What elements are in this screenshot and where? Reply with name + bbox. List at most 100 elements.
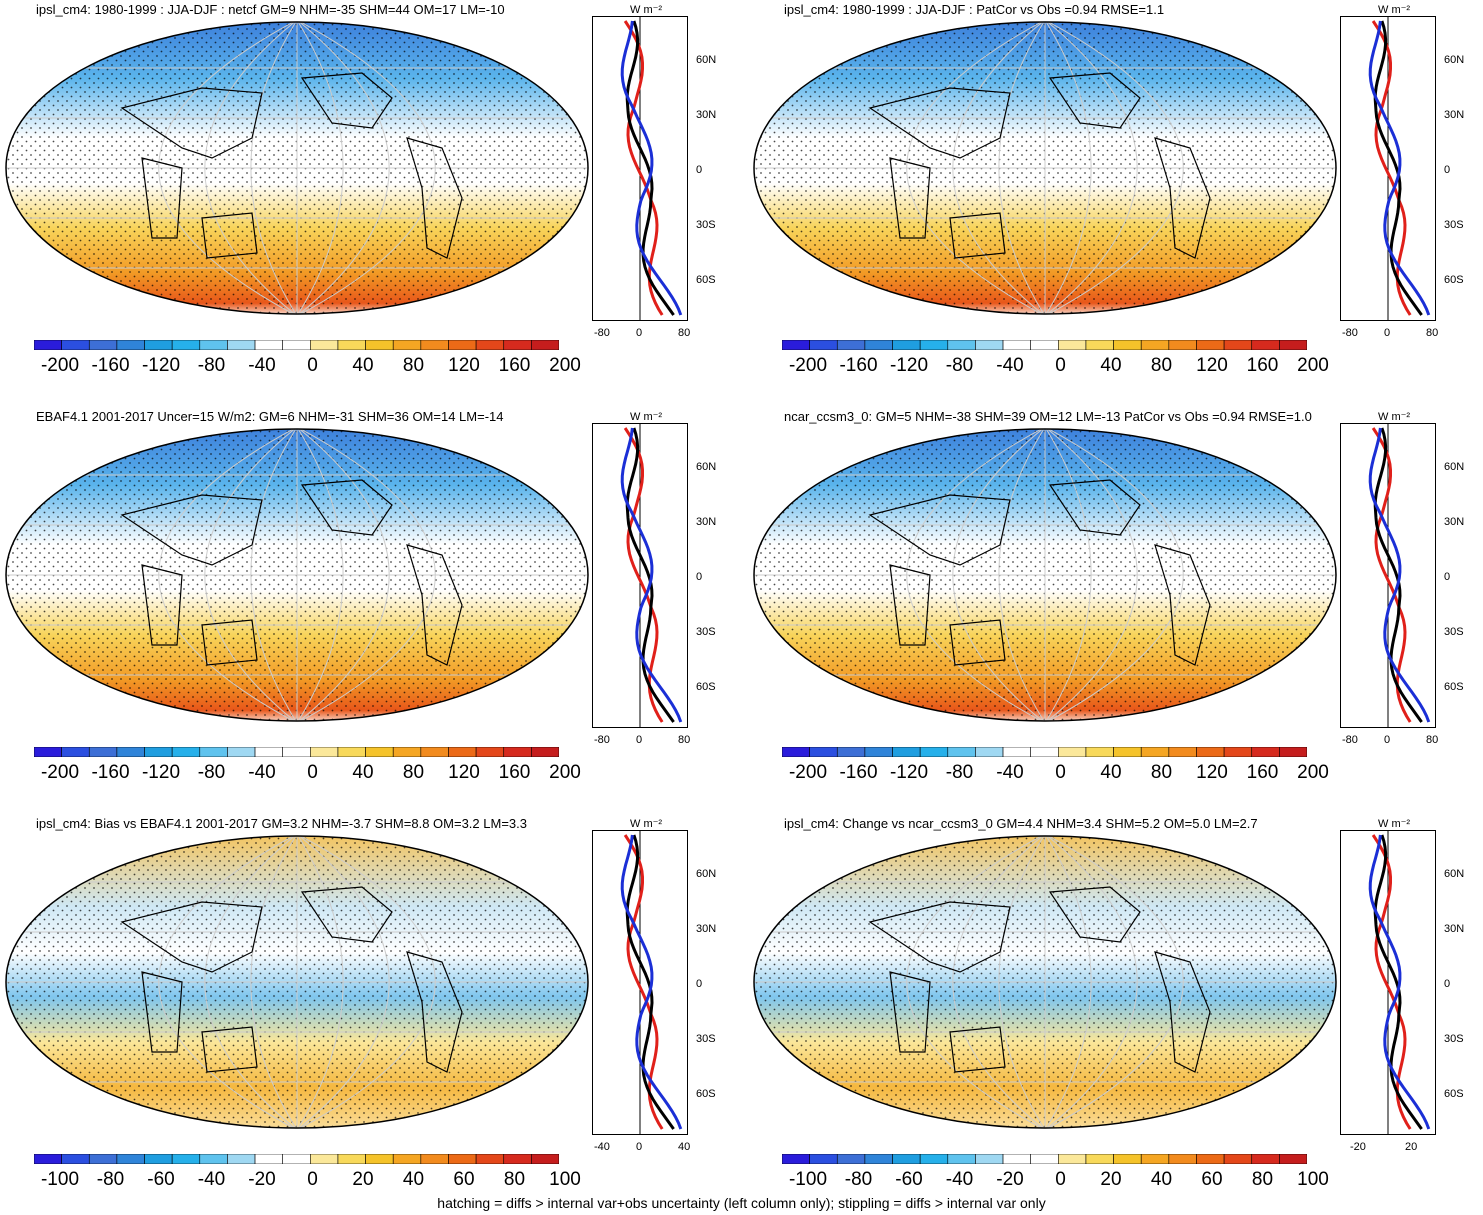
colorbar-label: 0 <box>1055 355 1066 376</box>
panel-title: ipsl_cm4: Change vs ncar_ccsm3_0 GM=4.4 … <box>784 816 1258 831</box>
colorbar-label: 160 <box>1246 355 1279 376</box>
map-panel: ncar_ccsm3_0: GM=5 NHM=-38 SHM=39 OM=12 … <box>748 407 1483 807</box>
colorbar-label: -120 <box>141 762 181 783</box>
profile-lat-label: 60S <box>696 681 716 693</box>
colorbar-label: 40 <box>1100 355 1122 376</box>
profile-lat-label: 30N <box>696 923 717 935</box>
profile-unit: W m⁻² <box>630 4 663 16</box>
colorbar <box>782 1154 1307 1164</box>
profile-lat-label: 0 <box>1444 571 1451 583</box>
colorbar <box>34 1154 559 1164</box>
profile-unit: W m⁻² <box>1378 818 1411 830</box>
colorbar-label: 20 <box>352 1169 374 1190</box>
profile-unit: W m⁻² <box>630 818 663 830</box>
profile-lat-label: 60N <box>696 868 717 880</box>
profile-x-label: 80 <box>678 327 691 339</box>
profile-lat-label: 0 <box>1444 978 1451 990</box>
colorbar-label: -80 <box>945 355 974 376</box>
colorbar-label: -60 <box>895 1169 923 1190</box>
colorbar-label: 0 <box>1055 762 1066 783</box>
profile-lat-label: 30N <box>1444 516 1465 528</box>
colorbar-label: 20 <box>1100 1169 1122 1190</box>
colorbar-label: -200 <box>788 355 828 376</box>
profile-lat-label: 30S <box>1444 626 1464 638</box>
colorbar-label: -20 <box>996 1169 1024 1190</box>
profile-x-label: 0 <box>1384 734 1391 746</box>
colorbar-label: -40 <box>996 355 1024 376</box>
colorbar-label: 80 <box>402 762 425 783</box>
colorbar-label: 0 <box>307 762 318 783</box>
colorbar-label: 40 <box>402 1169 425 1190</box>
profile-lat-label: 60N <box>696 461 717 473</box>
colorbar-label: -160 <box>839 355 878 376</box>
profile-x-label: 80 <box>1426 734 1439 746</box>
colorbar-label: 120 <box>448 355 480 376</box>
profile-lat-label: 0 <box>1444 164 1451 176</box>
colorbar-label: 60 <box>1201 1169 1223 1190</box>
profile-x-label: -80 <box>594 327 610 339</box>
colorbar-label: 80 <box>402 355 425 376</box>
colorbar-label: 40 <box>1100 762 1122 783</box>
zonal-mean-profile <box>1340 830 1436 1135</box>
profile-lat-label: 30N <box>1444 109 1465 121</box>
colorbar-label: 200 <box>1297 762 1329 783</box>
panel-title: ipsl_cm4: 1980-1999 : JJA-DJF : PatCor v… <box>784 2 1165 17</box>
profile-x-label: 40 <box>678 1141 691 1153</box>
profile-lat-label: 60S <box>1444 681 1464 693</box>
panel-title: ipsl_cm4: 1980-1999 : JJA-DJF : netcf GM… <box>36 2 505 17</box>
colorbar-label: -40 <box>197 1169 226 1190</box>
profile-unit: W m⁻² <box>1378 4 1411 16</box>
profile-lat-label: 60S <box>696 274 716 286</box>
robinson-map <box>5 21 589 315</box>
colorbar-label: 60 <box>453 1169 475 1190</box>
colorbar-label: 100 <box>1297 1169 1329 1190</box>
colorbar-label: -80 <box>197 762 226 783</box>
colorbar-label: -120 <box>889 355 929 376</box>
zonal-mean-profile <box>592 16 688 321</box>
colorbar-label: 80 <box>1150 355 1173 376</box>
profile-x-label: 0 <box>636 327 643 339</box>
colorbar-label: -100 <box>788 1169 828 1190</box>
colorbar-label: 40 <box>352 355 374 376</box>
colorbar-label: 120 <box>448 762 480 783</box>
colorbar-label: -120 <box>889 762 929 783</box>
robinson-map <box>5 835 589 1129</box>
robinson-map <box>753 21 1337 315</box>
zonal-mean-profile <box>1340 423 1436 728</box>
profile-lat-label: 30S <box>1444 1033 1464 1045</box>
profile-x-label: -80 <box>1342 734 1358 746</box>
colorbar-label: -160 <box>91 762 130 783</box>
colorbar-label: 100 <box>549 1169 581 1190</box>
profile-x-label: 20 <box>1405 1141 1418 1153</box>
profile-lat-label: 30S <box>696 626 716 638</box>
figure-footnote: hatching = diffs > internal var+obs unce… <box>437 1195 1046 1211</box>
colorbar <box>782 747 1307 757</box>
zonal-mean-profile <box>1340 16 1436 321</box>
colorbar-label: 200 <box>549 762 581 783</box>
colorbar-label: 200 <box>549 355 581 376</box>
colorbar-label: -160 <box>839 762 878 783</box>
colorbar-label: -200 <box>788 762 828 783</box>
colorbar-label: -40 <box>248 355 276 376</box>
colorbar-label: 160 <box>1246 762 1279 783</box>
robinson-map <box>753 835 1337 1129</box>
colorbar-label: 120 <box>1196 762 1228 783</box>
robinson-map <box>753 428 1337 722</box>
colorbar-label: -160 <box>91 355 130 376</box>
colorbar-label: -120 <box>141 355 181 376</box>
profile-x-label: 0 <box>636 1141 643 1153</box>
profile-lat-label: 60N <box>1444 868 1465 880</box>
profile-lat-label: 0 <box>696 164 703 176</box>
profile-unit: W m⁻² <box>630 411 663 423</box>
profile-x-label: -40 <box>594 1141 610 1153</box>
profile-lat-label: 30S <box>696 219 716 231</box>
profile-x-label: 80 <box>678 734 691 746</box>
map-panel: ipsl_cm4: Bias vs EBAF4.1 2001-2017 GM=3… <box>0 814 735 1214</box>
panel-title: EBAF4.1 2001-2017 Uncer=15 W/m2: GM=6 NH… <box>36 409 504 424</box>
profile-x-label: 0 <box>636 734 643 746</box>
colorbar-label: 200 <box>1297 355 1329 376</box>
map-panel: EBAF4.1 2001-2017 Uncer=15 W/m2: GM=6 NH… <box>0 407 735 807</box>
colorbar-label: 160 <box>498 355 531 376</box>
colorbar-label: -60 <box>147 1169 175 1190</box>
profile-lat-label: 30N <box>696 109 717 121</box>
